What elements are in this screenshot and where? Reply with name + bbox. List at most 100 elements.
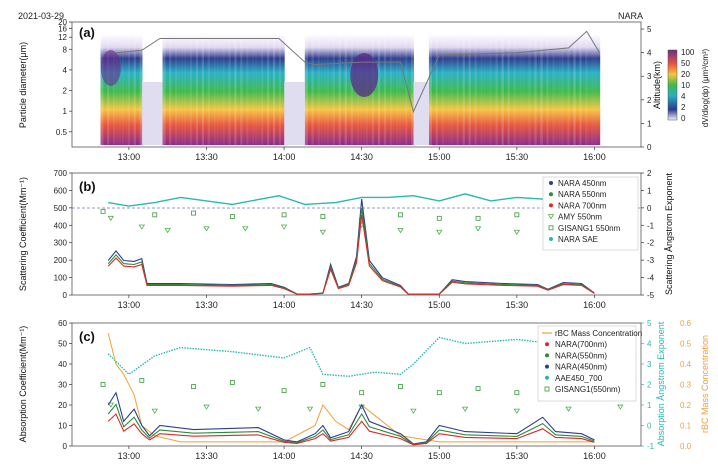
heatmap-column <box>115 34 119 145</box>
panel-a-y2label: Altitude(km) <box>652 61 662 109</box>
amy-point <box>151 408 158 414</box>
heatmap-column <box>569 34 574 145</box>
legend-marker <box>545 364 549 369</box>
amy-550-point <box>242 226 249 232</box>
nara700-scattering-series <box>107 214 595 295</box>
heatmap-gap <box>141 82 163 145</box>
panel-b-legend-items: NARA 450nm NARA 550nm NARA 700nm AMY 550nm G… <box>547 179 621 244</box>
y3-tick-label: 0.4 <box>680 360 692 369</box>
panel-c-y3-ticks: 0.6 0.5 0.4 0.3 0.2 0.1 0.0 <box>680 319 692 451</box>
gisang-550-point <box>320 382 326 387</box>
figure-date: 2021-03-29 <box>18 11 64 21</box>
heatmap-column <box>470 34 475 145</box>
y3-tick-label: 0.5 <box>680 340 692 349</box>
panel-b-ylabel: Scattering Coefficient(Mm⁻¹) <box>18 177 28 291</box>
gisang-550-point <box>281 212 287 218</box>
panel-c-legend: rBC Mass Concentration NARA(700nm) NARA(55… <box>537 325 642 402</box>
heatmap-column <box>350 34 354 145</box>
y2-tick-label: -2 <box>647 239 655 248</box>
heatmap-column <box>245 34 250 145</box>
heatmap-column <box>566 34 571 145</box>
y-tick-label: 30 <box>58 381 67 390</box>
legend-label: NARA(550nm) <box>555 351 607 360</box>
heatmap-column <box>509 34 514 145</box>
heatmap-column <box>210 34 214 145</box>
colorbar-tick-label: 4 <box>681 92 686 101</box>
heatmap-column <box>195 34 199 145</box>
heatmap-column <box>168 34 173 145</box>
heatmap-column <box>133 34 137 145</box>
heatmap-column <box>177 34 181 145</box>
y2-tick-label: 4 <box>647 49 652 58</box>
gisang-550-point <box>191 210 196 216</box>
x-tick-label: 15:30 <box>506 300 529 310</box>
heatmap-column <box>212 34 217 145</box>
heatmap-column <box>584 34 589 145</box>
panel-a: (a) Particle diameter(μm) Altitude(km) 2… <box>18 18 710 162</box>
amy-550-point <box>436 229 443 236</box>
heatmap-column <box>446 34 451 145</box>
panel-a-y2-ticks: 5 4 3 2 1 0 <box>641 25 652 152</box>
nara450-absorption-series <box>107 391 595 445</box>
panel-b-plot <box>100 193 636 295</box>
legend-label: NARA(450nm) <box>555 363 607 372</box>
aae-series <box>107 332 595 378</box>
legend-marker <box>544 386 550 392</box>
heatmap-column <box>443 34 448 145</box>
legend-label: GISANG1(550nm) <box>555 385 621 394</box>
heatmap-column <box>407 34 411 145</box>
y3-tick-label: 0.0 <box>680 442 692 451</box>
heatmap-column <box>331 34 336 145</box>
panel-a-label: (a) <box>79 25 95 40</box>
heatmap-column <box>180 34 184 145</box>
heatmap-column <box>266 34 270 145</box>
panel-c: (c) Absorption Coefficient(Mm⁻¹) Absorpt… <box>18 319 710 461</box>
heatmap-column <box>328 34 333 145</box>
heatmap-column <box>440 34 445 145</box>
y3-tick-label: 0.2 <box>680 401 692 410</box>
heatmap-column <box>204 34 208 145</box>
heatmap-column <box>103 34 107 145</box>
gisang-550-point <box>281 388 287 394</box>
y2-tick-label: 0 <box>647 143 652 152</box>
gisang-550-point <box>398 212 403 218</box>
heatmap-column <box>512 34 517 145</box>
x-tick-label: 14:00 <box>273 300 296 310</box>
panel-c-ylabel: Absorption Coefficient(Mm⁻¹) <box>18 326 28 443</box>
panel-c-y-ticks: 0 10 20 30 40 50 60 <box>58 319 72 451</box>
nara450-scattering-series <box>107 199 595 295</box>
heatmap-column <box>479 34 484 145</box>
legend-marker <box>545 375 549 380</box>
y2-tick-label: -1 <box>647 442 655 451</box>
amy-550-point <box>319 229 327 236</box>
legend-marker <box>548 225 554 231</box>
heatmap-column <box>572 34 577 145</box>
heatmap-column <box>467 34 472 145</box>
gisang-550-point <box>100 382 106 387</box>
heatmap-column <box>464 34 469 145</box>
heatmap-column <box>560 34 565 145</box>
amy-550-point <box>138 224 146 230</box>
heatmap-column <box>578 34 583 145</box>
y3-tick-label: 0.3 <box>680 381 692 390</box>
heatmap-column <box>135 34 140 145</box>
y3-tick-label: 0.1 <box>680 422 692 431</box>
amy-point <box>461 406 469 412</box>
y-tick-label: 500 <box>54 204 68 213</box>
heatmap-column <box>488 34 493 145</box>
heatmap-column <box>536 34 541 145</box>
heatmap-column <box>313 34 318 145</box>
colorbar-tick-label: 50 <box>681 59 690 68</box>
heatmap-column <box>506 34 511 145</box>
heatmap-column <box>347 34 351 145</box>
heatmap-column <box>374 34 378 145</box>
y-tick-label: 12 <box>58 33 67 42</box>
x-tick-label: 15:30 <box>506 451 529 461</box>
heatmap-column <box>325 34 330 145</box>
heatmap-column <box>275 34 279 145</box>
x-tick-label: 15:30 <box>506 152 529 162</box>
x-tick-label: 15:00 <box>428 451 451 461</box>
gisang-550-point <box>229 214 235 219</box>
heatmap-column <box>263 34 267 145</box>
